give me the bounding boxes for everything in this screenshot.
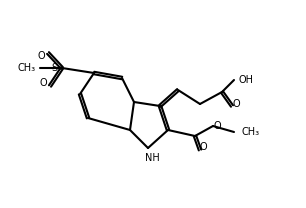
Text: CH₃: CH₃ — [242, 127, 260, 137]
Text: O: O — [39, 78, 47, 88]
Text: CH₃: CH₃ — [18, 63, 36, 73]
Text: O: O — [199, 142, 207, 152]
Text: O: O — [232, 99, 240, 109]
Text: O: O — [37, 51, 45, 61]
Text: O: O — [213, 121, 221, 131]
Text: S: S — [51, 63, 57, 73]
Text: OH: OH — [238, 75, 253, 85]
Text: NH: NH — [145, 153, 159, 163]
